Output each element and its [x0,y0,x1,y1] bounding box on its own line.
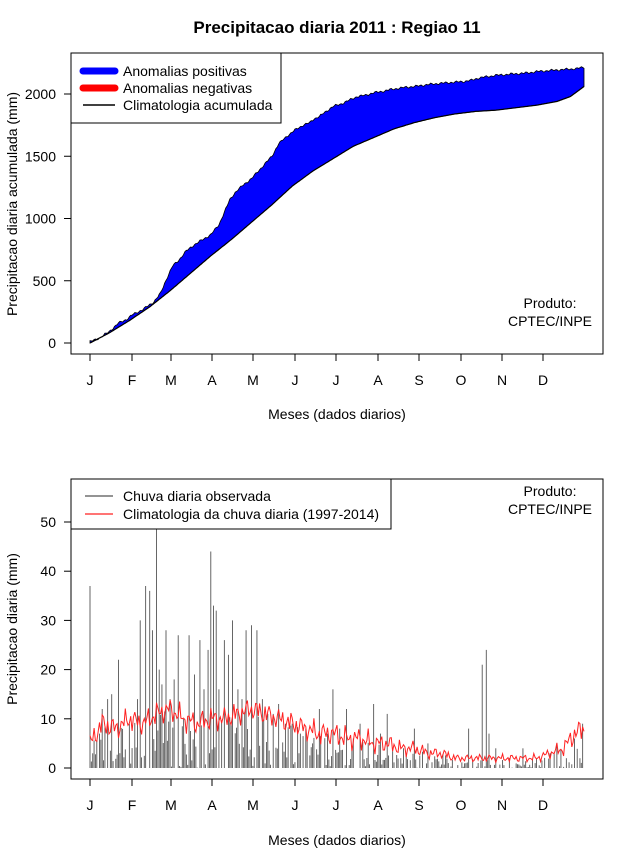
top-month-label: M [165,372,177,388]
bottom-month-label: S [414,797,423,813]
top-y-tick-label: 1000 [25,211,56,227]
climatology-cumulative-line [89,86,585,344]
legend-label-climatology: Climatologia acumulada [123,97,273,113]
bottom-y-tick-label: 30 [40,612,56,628]
clim-daily-line [89,699,585,765]
legend-label-negative: Anomalias negativas [123,80,252,96]
top-month-label: N [497,372,507,388]
bottom-month-label: D [538,797,548,813]
bottom-y-axis-label: Precipitacao diaria (mm) [4,553,20,705]
legend-label-clim-daily: Climatologia da chuva diaria (1997-2014) [123,506,379,522]
top-month-label: J [292,372,299,388]
chart-title: Precipitacao diaria 2011 : Regiao 11 [193,18,480,37]
top-y-tick-label: 1500 [25,148,56,164]
legend-label-positive: Anomalias positivas [123,63,247,79]
top-month-label: D [538,372,548,388]
bottom-month-label: O [456,797,467,813]
bottom-y-tick-label: 40 [40,563,56,579]
bottom-month-label: J [333,797,340,813]
bottom-month-label: M [165,797,177,813]
bottom-y-tick-label: 10 [40,711,56,727]
top-month-label: J [87,372,94,388]
top-month-label: F [128,372,137,388]
bottom-month-label: A [373,797,383,813]
top-legend: Anomalias positivas Anomalias negativas … [70,52,282,124]
top-y-tick-label: 2000 [25,86,56,102]
bottom-legend: Chuva diaria observada Climatologia da c… [70,478,392,530]
bottom-month-label: A [207,797,217,813]
bottom-month-label: F [128,797,137,813]
top-month-label: J [333,372,340,388]
top-month-label: O [456,372,467,388]
credit-line2-top: CPTEC/INPE [508,313,592,329]
credit-line1-bottom: Produto: [524,483,577,499]
credit-line2-bottom: CPTEC/INPE [508,501,592,517]
daily-precip-panel: 0 10 20 30 40 50 J F M A M J J A S O N D Precipitacao di… [4,478,604,848]
top-month-label: A [373,372,383,388]
bottom-month-label: M [247,797,259,813]
top-y-tick-label: 0 [48,335,56,351]
bottom-legend-box [70,478,392,530]
bottom-month-label: J [87,797,94,813]
legend-label-observed: Chuva diaria observada [123,488,271,504]
bottom-month-label: N [497,797,507,813]
top-month-label: A [207,372,217,388]
top-x-axis-label: Meses (dados diarios) [268,406,406,422]
top-month-label: M [247,372,259,388]
top-month-label: S [414,372,423,388]
bottom-x-axis-label: Meses (dados diarios) [268,832,406,848]
top-y-axis-label: Precipitacao diaria acumulada (mm) [4,92,20,316]
bottom-y-tick-label: 50 [40,514,56,530]
bottom-y-tick-label: 0 [48,760,56,776]
bottom-month-label: J [292,797,299,813]
bottom-y-tick-label: 20 [40,662,56,678]
accumulated-precip-panel: 0 500 1000 1500 2000 J F M A M J J A S O N D Precipitac… [4,52,604,422]
credit-line1-top: Produto: [524,295,577,311]
top-y-tick-label: 500 [33,273,57,289]
